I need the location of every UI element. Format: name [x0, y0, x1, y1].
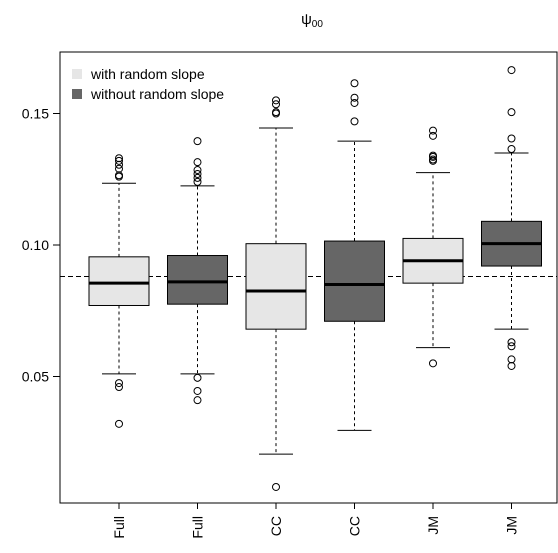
outlier-point — [193, 396, 202, 405]
box-cc-3: CC — [245, 96, 307, 536]
y-tick-label: 0.10 — [22, 237, 49, 253]
box-iqr — [88, 256, 150, 306]
legend: with random slope without random slope — [72, 66, 224, 102]
x-tick-label: CC — [347, 516, 363, 536]
outlier-point — [193, 158, 202, 167]
outlier-point — [350, 117, 359, 126]
x-tick-label: JM — [504, 516, 520, 535]
box-iqr — [324, 240, 385, 322]
outlier-point — [115, 154, 123, 163]
plot-area: 0.05 0.10 0.15 Full Full CC CC JM JM with random … — [22, 51, 558, 539]
outlier-point — [350, 93, 359, 102]
legend-swatch — [72, 89, 82, 99]
outlier-point — [272, 100, 280, 109]
y-tick-label: 0.05 — [22, 369, 49, 385]
outlier-point — [507, 66, 516, 75]
outlier-point — [193, 386, 202, 395]
x-tick-label: JM — [425, 516, 441, 535]
box-iqr — [245, 243, 307, 330]
outlier-point — [507, 134, 516, 143]
outlier-point — [115, 383, 123, 392]
outlier-point — [429, 126, 437, 135]
box-cc-4: CC — [324, 79, 385, 536]
outlier-point — [272, 482, 280, 491]
outlier-point — [350, 98, 359, 107]
outlier-point — [272, 96, 280, 105]
outlier-point — [429, 155, 437, 164]
title-symbol: ψ — [301, 11, 312, 28]
outlier-point — [193, 173, 202, 182]
legend-label: with random slope — [90, 66, 205, 82]
outlier-point — [507, 361, 516, 370]
outlier-point — [115, 156, 123, 165]
legend-swatch — [72, 69, 82, 79]
outlier-point — [507, 108, 516, 117]
outlier-point — [193, 373, 202, 382]
outlier-point — [507, 342, 516, 351]
outlier-point — [272, 108, 280, 117]
outlier-point — [115, 419, 123, 428]
outlier-point — [115, 379, 123, 388]
x-tick-label: CC — [268, 516, 284, 536]
outlier-point — [507, 145, 516, 154]
y-tick-label: 0.15 — [22, 106, 49, 122]
outlier-point — [350, 79, 359, 88]
outlier-point — [507, 355, 516, 364]
box-full-2: Full — [167, 137, 228, 539]
chart-title: ψ00 — [301, 11, 323, 30]
outlier-point — [193, 137, 202, 146]
box-iqr — [167, 255, 228, 305]
outlier-point — [193, 166, 202, 175]
outlier-point — [429, 131, 437, 140]
outlier-point — [115, 164, 123, 173]
outlier-point — [193, 177, 202, 186]
plot-frame — [59, 51, 558, 504]
outlier-point — [429, 359, 437, 368]
box-full-1: Full — [88, 154, 150, 539]
outlier-point — [507, 338, 516, 347]
x-tick-label: Full — [190, 516, 206, 539]
box-jm-5: JM — [402, 126, 464, 535]
box-jm-6: JM — [481, 66, 542, 535]
title-subscript: 00 — [312, 19, 324, 30]
outlier-point — [429, 151, 437, 160]
outlier-point — [193, 169, 202, 178]
x-tick-label: Full — [111, 516, 127, 539]
legend-label: without random slope — [90, 86, 224, 102]
